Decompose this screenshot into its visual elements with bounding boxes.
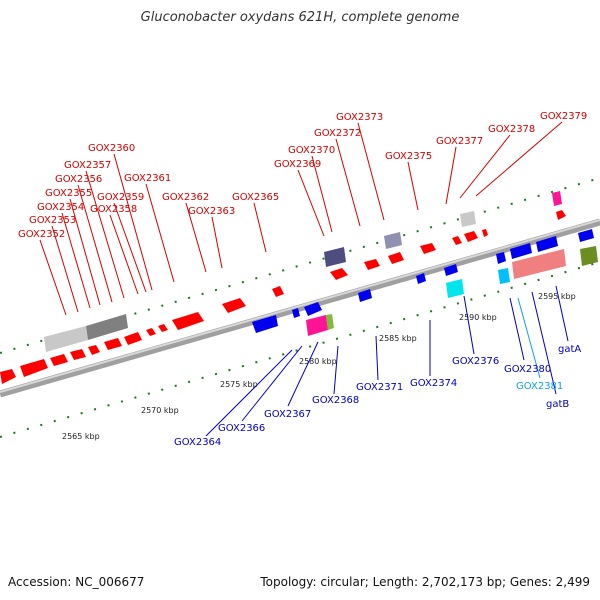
gene-block: [324, 247, 346, 267]
gene-arrow: [358, 289, 372, 302]
gene-arrow: [510, 243, 532, 259]
gene-arrow: [452, 236, 462, 245]
leader-line: [517, 297, 541, 379]
gene-label: GOX2354: [37, 202, 84, 213]
genome-backbone: [0, 218, 600, 398]
tick-label: 2580 kbp: [299, 357, 337, 366]
gene-arrow: [416, 273, 426, 284]
gene-block: [446, 279, 464, 298]
gene-label: GOX2373: [336, 112, 383, 123]
gene-label: GOX2364: [174, 437, 221, 448]
gene-label: GOX2367: [264, 409, 311, 420]
gene-label: GOX2366: [218, 423, 265, 434]
gene-block: [44, 326, 88, 352]
gene-label: GOX2375: [385, 151, 432, 162]
gene-arrow: [444, 264, 458, 276]
gene-block: [86, 314, 128, 340]
gene-label: GOX2371: [356, 382, 403, 393]
gene-label: GOX2365: [232, 192, 279, 203]
gene-label: GOX2356: [55, 174, 102, 185]
gene-label: GOX2363: [188, 206, 235, 217]
reverse-labels: [205, 285, 569, 437]
gene-arrow: [536, 236, 558, 252]
gene-block: [552, 191, 562, 206]
gene-label: GOX2362: [162, 192, 209, 203]
gene-label: GOX2368: [312, 395, 359, 406]
gene-label: GOX2353: [29, 215, 76, 226]
gene-arrow: [388, 252, 404, 264]
gene-block: [326, 314, 334, 330]
reverse-genes: [252, 229, 598, 336]
gene-block: [460, 211, 476, 227]
gene-label: GOX2357: [64, 160, 111, 171]
gene-label: GOX2380: [504, 364, 551, 375]
gene-arrow: [222, 298, 246, 313]
gene-block: [580, 246, 598, 266]
gene-label: GOX2372: [314, 128, 361, 139]
gene-block: [512, 249, 566, 279]
gene-block: [384, 232, 402, 249]
gene-arrow: [124, 332, 142, 345]
tick-labels: 2565 kbp 2570 kbp 2575 kbp 2580 kbp 2585…: [62, 292, 576, 441]
gene-label: GOX2358: [90, 204, 137, 215]
gene-arrow: [272, 286, 284, 297]
gene-label: GOX2379: [540, 111, 587, 122]
tick-label: 2585 kbp: [379, 334, 417, 343]
gene-label: GOX2360: [88, 143, 135, 154]
gene-label: GOX2376: [452, 356, 499, 367]
gene-arrow: [304, 302, 322, 316]
gene-arrow: [20, 359, 48, 377]
reverse-label-text: GOX2364 GOX2366 GOX2367 GOX2368 GOX2371 …: [174, 344, 581, 448]
tick-label: 2570 kbp: [141, 406, 179, 415]
gene-arrow: [482, 229, 488, 237]
gene-label: GOX2374: [410, 378, 457, 389]
gene-arrow: [578, 229, 594, 242]
gene-arrow: [70, 349, 86, 360]
gene-arrow: [556, 210, 566, 220]
gene-arrow: [104, 338, 122, 350]
gene-block: [306, 315, 328, 336]
gene-arrow: [496, 252, 506, 264]
gene-label: GOX2378: [488, 124, 535, 135]
gene-label: gatA: [558, 344, 581, 355]
gene-arrow: [88, 345, 100, 355]
gene-label: GOX2370: [288, 145, 335, 156]
gene-label: GOX2352: [18, 229, 65, 240]
gene-arrow: [252, 315, 278, 333]
gene-arrow: [464, 231, 478, 242]
gene-label: GOX2381: [516, 381, 563, 392]
forward-genes: [0, 191, 566, 384]
gene-block: [498, 268, 510, 284]
gene-arrow: [50, 354, 68, 366]
gene-label: GOX2359: [97, 192, 144, 203]
gene-arrow: [420, 243, 436, 254]
gene-label: GOX2361: [124, 173, 171, 184]
gene-arrow: [364, 259, 380, 270]
genome-summary-text: Topology: circular; Length: 2,702,173 bp…: [260, 575, 590, 589]
gene-arrow: [158, 324, 168, 332]
tick-label: 2595 kbp: [538, 292, 576, 301]
tick-label: 2590 kbp: [459, 313, 497, 322]
gene-label: GOX2355: [45, 188, 92, 199]
gene-arrow: [330, 268, 348, 280]
map-title: Gluconobacter oxydans 621H, complete gen…: [140, 10, 460, 25]
gene-arrow: [172, 312, 204, 330]
gene-label: GOX2369: [274, 159, 321, 170]
gene-arrow: [146, 328, 156, 336]
tick-label: 2565 kbp: [62, 432, 100, 441]
forward-labels: [39, 121, 563, 316]
gene-label: GOX2377: [436, 136, 483, 147]
gene-arrow: [0, 369, 16, 384]
tick-label: 2575 kbp: [220, 380, 258, 389]
accession-text: Accession: NC_006677: [8, 575, 145, 589]
gene-label: gatB: [546, 399, 569, 410]
gene-arrow: [292, 308, 300, 318]
forward-label-text: GOX2352 GOX2353 GOX2354 GOX2355 GOX2356 …: [18, 111, 587, 240]
